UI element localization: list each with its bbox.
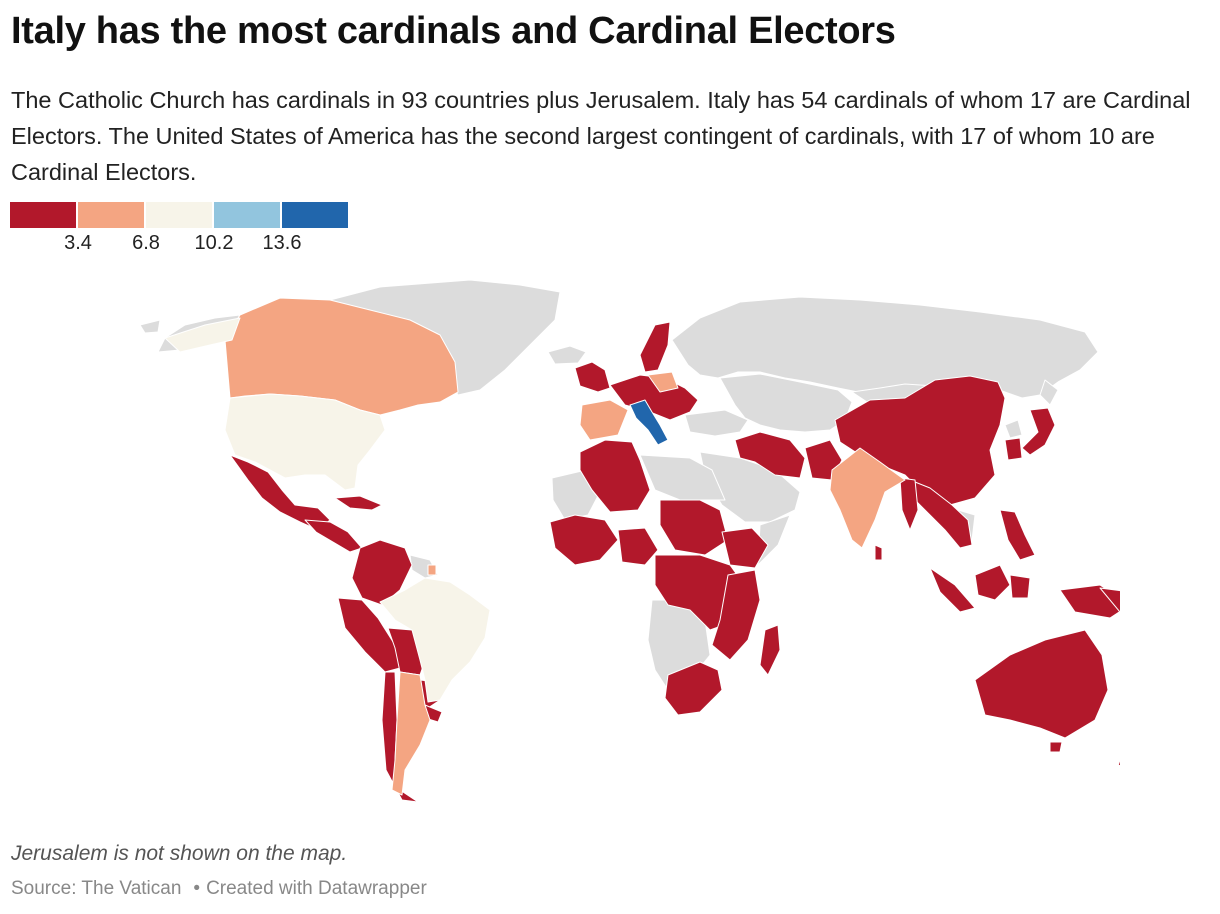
mexico[interactable] xyxy=(229,454,331,531)
middle-east-iran[interactable] xyxy=(734,431,806,479)
legend-bar xyxy=(10,202,350,228)
map-note: Jerusalem is not shown on the map. xyxy=(11,842,348,865)
india[interactable] xyxy=(829,447,906,549)
central-america[interactable] xyxy=(304,519,363,553)
united-states[interactable] xyxy=(224,393,386,491)
legend-swatch-5 xyxy=(282,202,348,228)
argentina[interactable] xyxy=(391,671,431,796)
poland[interactable] xyxy=(647,371,679,393)
sudan-chad[interactable] xyxy=(659,499,729,556)
japan-north[interactable] xyxy=(1039,379,1059,406)
alaska-us[interactable] xyxy=(164,317,241,353)
indonesia[interactable] xyxy=(929,564,1120,619)
french-guiana[interactable] xyxy=(427,564,437,576)
footer-separator: • xyxy=(193,878,201,899)
credit-link[interactable]: Created with Datawrapper xyxy=(206,878,427,899)
southeast-asia[interactable] xyxy=(904,477,973,549)
legend-tick-4: 13.6 xyxy=(262,232,302,254)
legend-tick-2: 6.8 xyxy=(132,232,160,254)
legend-tick-3: 10.2 xyxy=(194,232,234,254)
new-zealand[interactable] xyxy=(1117,720,1120,767)
west-africa[interactable] xyxy=(549,514,619,566)
iceland[interactable] xyxy=(547,345,587,365)
north-africa-nodata[interactable] xyxy=(639,454,726,501)
yukon[interactable] xyxy=(139,319,161,334)
cuba-caribbean[interactable] xyxy=(334,495,383,511)
chart-description: The Catholic Church has cardinals in 93 … xyxy=(11,87,1191,185)
brazil[interactable] xyxy=(379,577,491,703)
philippines[interactable] xyxy=(999,509,1036,561)
maghreb[interactable] xyxy=(579,439,651,513)
chart-title: Italy has the most cardinals and Cardina… xyxy=(11,10,896,52)
scandinavia[interactable] xyxy=(639,321,671,373)
legend-swatch-3 xyxy=(146,202,212,228)
myanmar[interactable] xyxy=(899,477,919,531)
colombia-venezuela[interactable] xyxy=(351,539,413,606)
world-choropleth-map xyxy=(139,279,1120,803)
legend-tick-1: 3.4 xyxy=(64,232,92,254)
sri-lanka[interactable] xyxy=(874,544,883,561)
north-korea[interactable] xyxy=(1004,419,1023,439)
source-line: Source: The Vatican xyxy=(11,878,182,899)
italy[interactable] xyxy=(629,399,669,446)
ireland-uk[interactable] xyxy=(574,361,611,393)
legend-swatch-4 xyxy=(214,202,280,228)
australia[interactable] xyxy=(974,629,1109,739)
ethiopia[interactable] xyxy=(721,527,769,569)
papua-new-guinea[interactable] xyxy=(1099,587,1120,613)
turkey-caucasus[interactable] xyxy=(684,409,749,437)
south-africa[interactable] xyxy=(664,661,723,716)
nigeria[interactable] xyxy=(617,527,659,566)
spain-portugal[interactable] xyxy=(579,399,629,441)
central-asia[interactable] xyxy=(719,373,853,433)
tasmania[interactable] xyxy=(1049,741,1063,753)
korea-japan[interactable] xyxy=(1004,407,1056,461)
east-africa[interactable] xyxy=(711,569,761,661)
chile[interactable] xyxy=(381,671,419,803)
legend-swatch-1 xyxy=(10,202,76,228)
footer: Source: The Vatican • Created with Datawra… xyxy=(11,878,427,900)
madagascar[interactable] xyxy=(759,624,781,676)
color-legend: 3.4 6.8 10.2 13.6 xyxy=(10,202,350,262)
legend-swatch-2 xyxy=(78,202,144,228)
